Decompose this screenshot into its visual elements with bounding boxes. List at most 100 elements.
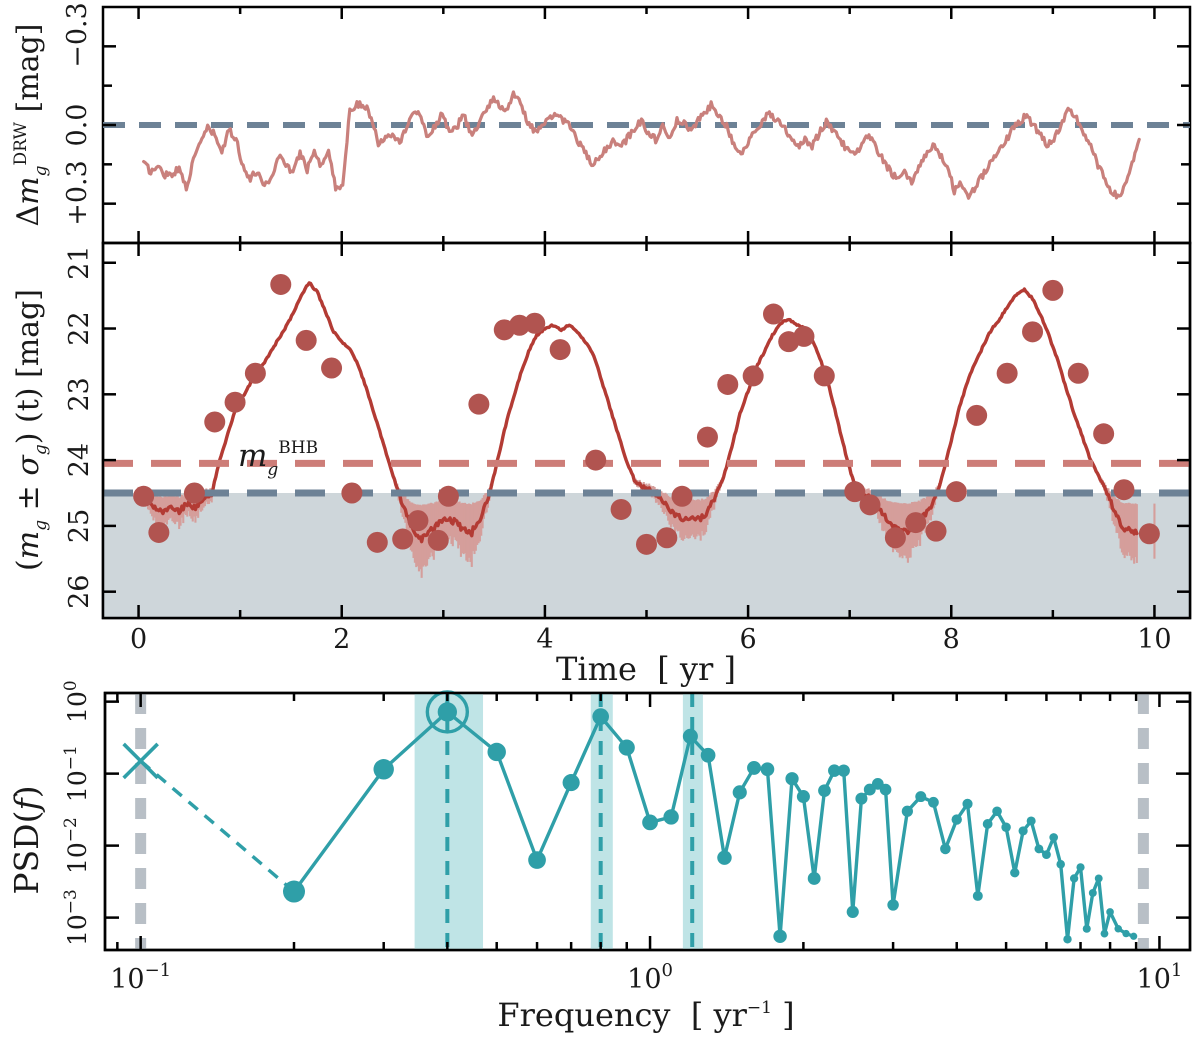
psd-point[interactable] — [1042, 850, 1051, 859]
observation-point[interactable] — [585, 449, 607, 471]
observation-point[interactable] — [696, 426, 718, 448]
psd-point[interactable] — [992, 806, 1002, 817]
psd-point[interactable] — [962, 798, 973, 809]
observation-point[interactable] — [671, 485, 693, 507]
observation-point[interactable] — [636, 533, 657, 555]
observation-point[interactable] — [148, 521, 170, 543]
observation-point[interactable] — [1138, 523, 1160, 545]
observation-point[interactable] — [610, 498, 632, 520]
psd-point[interactable] — [837, 764, 850, 777]
observation-point[interactable] — [844, 481, 866, 503]
psd-point[interactable] — [901, 805, 913, 817]
observation-point[interactable] — [321, 357, 343, 379]
observation-point[interactable] — [1113, 479, 1135, 501]
observation-point[interactable] — [427, 529, 449, 551]
observation-point[interactable] — [468, 393, 490, 415]
observation-point[interactable] — [925, 520, 947, 542]
psd-point[interactable] — [618, 739, 635, 756]
psd-point[interactable] — [855, 792, 868, 805]
psd-point[interactable] — [1049, 833, 1059, 842]
psd-point[interactable] — [682, 728, 698, 744]
observation-point[interactable] — [1093, 423, 1115, 445]
psd-point[interactable] — [1106, 908, 1114, 916]
psd-point[interactable] — [796, 790, 810, 804]
observation-point[interactable] — [549, 339, 571, 361]
psd-point[interactable] — [1122, 929, 1130, 938]
observation-point[interactable] — [656, 527, 678, 549]
psd-point[interactable] — [785, 772, 799, 786]
psd-point[interactable] — [940, 843, 951, 855]
psd-point[interactable] — [732, 785, 747, 800]
observation-point[interactable] — [966, 404, 988, 426]
psd-point[interactable] — [807, 872, 821, 885]
psd-point[interactable] — [663, 809, 679, 825]
psd-point[interactable] — [982, 819, 993, 829]
observation-point[interactable] — [884, 527, 906, 549]
psd-point[interactable] — [700, 747, 716, 763]
observation-point[interactable] — [793, 325, 815, 347]
observation-point[interactable] — [762, 303, 784, 325]
psd-point[interactable] — [528, 851, 546, 869]
psd-point[interactable] — [747, 760, 761, 775]
observation-point[interactable] — [183, 482, 205, 504]
psd-point[interactable] — [1026, 816, 1036, 826]
psd-point[interactable] — [373, 759, 394, 780]
observation-point[interactable] — [509, 314, 531, 336]
psd-point[interactable] — [642, 814, 658, 831]
observation-point[interactable] — [905, 512, 927, 534]
observation-point[interactable] — [1042, 279, 1064, 301]
observation-point[interactable] — [717, 373, 739, 395]
psd-point[interactable] — [1018, 826, 1028, 836]
psd-point[interactable] — [562, 774, 580, 792]
psd-point[interactable] — [972, 890, 983, 901]
observation-point[interactable] — [1067, 362, 1089, 384]
observation-point[interactable] — [437, 485, 459, 507]
psd-point[interactable] — [928, 796, 939, 808]
observation-point[interactable] — [270, 273, 292, 295]
psd-point[interactable] — [828, 764, 841, 777]
observation-point[interactable] — [295, 329, 317, 351]
psd-point[interactable] — [592, 708, 609, 725]
observation-point[interactable] — [341, 482, 363, 504]
low-frequency-x-marker-cross[interactable] — [122, 742, 159, 780]
psd-point[interactable] — [1034, 844, 1044, 854]
psd-point[interactable] — [1010, 868, 1020, 878]
observation-point[interactable] — [524, 312, 546, 334]
psd-point[interactable] — [887, 899, 899, 911]
psd-point[interactable] — [951, 814, 962, 825]
observation-point[interactable] — [366, 531, 388, 553]
psd-point[interactable] — [1130, 932, 1138, 940]
psd-point[interactable] — [818, 784, 831, 797]
psd-point[interactable] — [1088, 888, 1097, 897]
observation-point[interactable] — [244, 362, 266, 384]
observation-point[interactable] — [996, 362, 1018, 384]
observation-point[interactable] — [813, 365, 835, 387]
psd-point[interactable] — [717, 850, 732, 865]
observation-point[interactable] — [1022, 321, 1044, 343]
observation-point[interactable] — [204, 411, 226, 433]
psd-point[interactable] — [1056, 860, 1065, 869]
psd-point[interactable] — [1082, 924, 1091, 933]
psd-point[interactable] — [760, 762, 775, 777]
psd-point[interactable] — [1094, 874, 1103, 883]
psd-point[interactable] — [1114, 925, 1122, 933]
observation-point[interactable] — [945, 481, 967, 503]
psd-point[interactable] — [879, 783, 892, 796]
psd-point[interactable] — [1076, 863, 1085, 872]
psd-point[interactable] — [437, 702, 457, 722]
psd-point[interactable] — [915, 791, 927, 803]
observation-point[interactable] — [224, 391, 246, 413]
observation-point[interactable] — [133, 485, 155, 507]
psd-point[interactable] — [846, 905, 859, 918]
observation-point[interactable] — [859, 494, 881, 516]
psd-point[interactable] — [487, 742, 506, 762]
psd-point[interactable] — [1001, 822, 1011, 832]
observation-point[interactable] — [742, 365, 764, 387]
psd-point[interactable] — [1069, 874, 1079, 883]
psd-point[interactable] — [1063, 935, 1072, 944]
observation-point[interactable] — [392, 528, 414, 550]
psd-point[interactable] — [1100, 929, 1109, 938]
psd-point[interactable] — [773, 929, 787, 944]
psd-point[interactable] — [283, 880, 305, 903]
observation-point[interactable] — [407, 510, 429, 532]
